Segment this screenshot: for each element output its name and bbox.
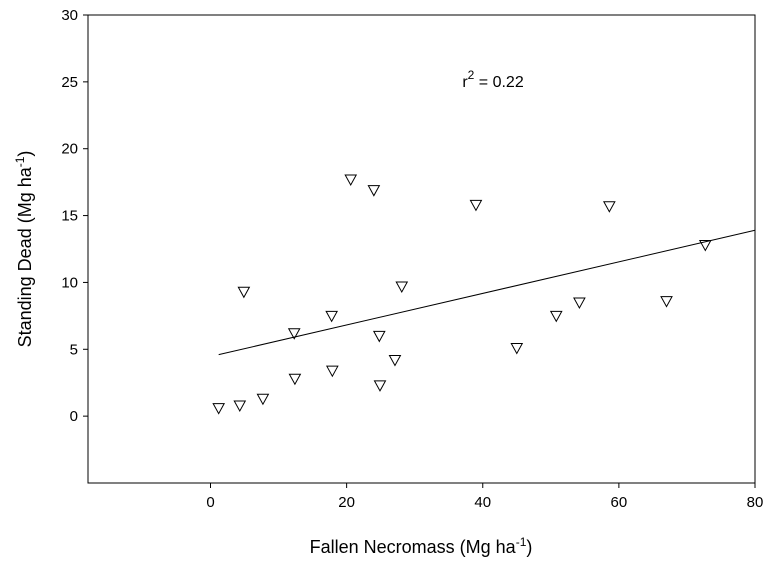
x-tick-label: 0: [206, 494, 214, 511]
y-tick-label: 0: [70, 408, 78, 425]
y-tick-label: 30: [61, 7, 78, 24]
y-tick-label: 20: [61, 141, 78, 158]
data-point: [325, 365, 339, 378]
y-axis-title: Standing Dead (Mg ha-1): [13, 151, 35, 348]
x-tick-label: 20: [338, 494, 355, 511]
data-point: [344, 174, 358, 187]
y-tick-label: 15: [61, 208, 78, 225]
r-squared-annotation: r2 = 0.22: [462, 68, 523, 91]
data-point: [549, 310, 563, 323]
data-point: [510, 342, 524, 355]
x-tick-label: 40: [474, 494, 491, 511]
plot-frame: [87, 14, 756, 484]
data-point: [237, 286, 251, 299]
data-point: [395, 281, 409, 293]
x-axis-title: Fallen Necromass (Mg ha-1): [310, 535, 533, 557]
x-tick-label: 60: [611, 494, 628, 511]
data-point: [388, 354, 402, 367]
data-point: [287, 328, 301, 340]
data-point: [573, 297, 586, 310]
data-points: [212, 174, 712, 415]
data-point: [325, 310, 339, 323]
data-point: [698, 239, 712, 252]
data-point: [367, 185, 381, 197]
data-point: [660, 296, 673, 308]
data-point: [372, 330, 386, 343]
y-tick-label: 25: [61, 74, 78, 91]
data-point: [256, 393, 270, 406]
y-tick-label: 5: [70, 341, 78, 358]
data-point: [212, 403, 226, 415]
x-axis: 0 20 40 60 80: [206, 483, 763, 511]
data-point: [288, 373, 302, 386]
data-point: [373, 380, 387, 392]
data-point: [469, 199, 483, 212]
x-tick-label: 80: [747, 494, 764, 511]
regression-line: [218, 229, 756, 356]
data-point: [233, 400, 247, 412]
data-point: [603, 201, 616, 213]
y-axis: 0 5 10 15 20 25 30: [61, 7, 88, 425]
y-tick-label: 10: [61, 274, 78, 291]
